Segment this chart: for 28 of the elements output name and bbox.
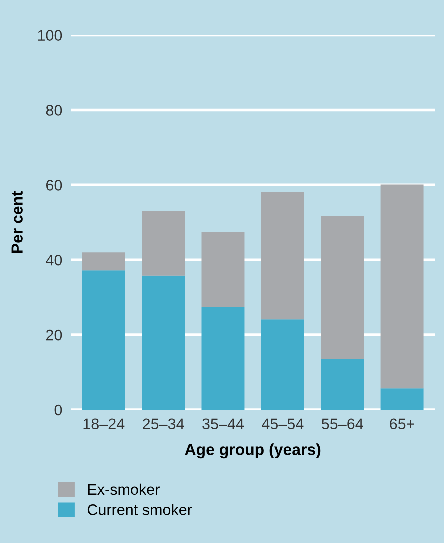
y-tick-label: 20 (46, 330, 62, 341)
bar (202, 307, 245, 410)
bar (261, 320, 304, 410)
y-tick-label: 100 (38, 30, 62, 41)
x-axis-title: Age group (years) (185, 444, 321, 459)
legend-label: Current smoker (88, 504, 192, 516)
x-tick-label: 65+ (390, 418, 414, 430)
bar (321, 216, 364, 360)
x-tick-label: 25–34 (143, 418, 184, 430)
bar (321, 359, 364, 410)
bar (142, 276, 186, 410)
y-tick-label: 80 (46, 105, 62, 116)
bar (380, 184, 424, 389)
y-tick-label: 0 (54, 404, 62, 416)
x-tick-label: 18–24 (84, 418, 125, 430)
x-tick-label: 55–64 (322, 418, 364, 430)
x-tick-label: 45–54 (262, 418, 304, 430)
y-tick-label: 40 (46, 254, 62, 266)
bar (261, 192, 304, 320)
y-axis-title: Per cent (12, 191, 23, 254)
y-tick-label: 60 (46, 180, 62, 191)
bar (202, 232, 245, 308)
legend-label: Ex-smoker (88, 484, 160, 496)
bar (380, 388, 424, 410)
bar (82, 252, 126, 271)
bar (82, 270, 126, 410)
bar (142, 211, 186, 276)
x-tick-label: 35–44 (202, 418, 244, 430)
